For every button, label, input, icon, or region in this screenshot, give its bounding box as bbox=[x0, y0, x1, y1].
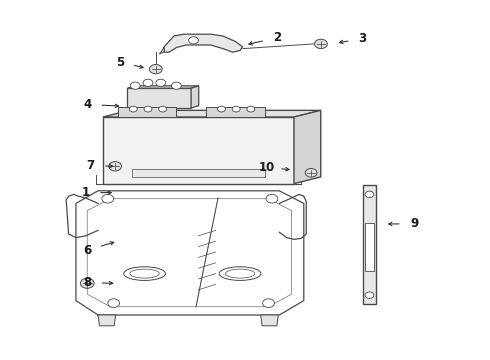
Polygon shape bbox=[164, 34, 243, 52]
Text: 4: 4 bbox=[83, 98, 91, 111]
Polygon shape bbox=[191, 86, 199, 108]
Text: 6: 6 bbox=[83, 244, 91, 257]
Circle shape bbox=[102, 194, 114, 203]
Polygon shape bbox=[363, 185, 376, 304]
Circle shape bbox=[266, 194, 278, 203]
Circle shape bbox=[189, 37, 198, 44]
Polygon shape bbox=[103, 110, 321, 117]
Circle shape bbox=[129, 106, 137, 112]
Polygon shape bbox=[127, 88, 191, 108]
Polygon shape bbox=[103, 117, 294, 184]
Ellipse shape bbox=[225, 269, 255, 278]
Circle shape bbox=[247, 106, 255, 112]
Text: 3: 3 bbox=[359, 32, 367, 45]
Polygon shape bbox=[261, 315, 278, 326]
Text: 8: 8 bbox=[83, 276, 91, 289]
Text: 7: 7 bbox=[87, 159, 95, 172]
Circle shape bbox=[109, 162, 122, 171]
Circle shape bbox=[365, 292, 374, 298]
Circle shape bbox=[218, 106, 225, 112]
Ellipse shape bbox=[123, 267, 165, 280]
Text: 1: 1 bbox=[82, 186, 90, 199]
Text: 9: 9 bbox=[410, 217, 418, 230]
Circle shape bbox=[172, 82, 181, 89]
Ellipse shape bbox=[220, 267, 261, 280]
Circle shape bbox=[263, 299, 274, 307]
Circle shape bbox=[159, 106, 167, 112]
Circle shape bbox=[156, 79, 166, 86]
Circle shape bbox=[305, 168, 317, 177]
Text: 2: 2 bbox=[273, 31, 281, 44]
Circle shape bbox=[80, 278, 94, 288]
Text: 10: 10 bbox=[259, 161, 275, 174]
Polygon shape bbox=[206, 107, 265, 117]
Circle shape bbox=[130, 82, 140, 89]
Circle shape bbox=[149, 64, 162, 74]
Ellipse shape bbox=[130, 269, 159, 278]
Polygon shape bbox=[127, 86, 199, 88]
Polygon shape bbox=[159, 47, 164, 54]
Polygon shape bbox=[118, 107, 176, 117]
Circle shape bbox=[365, 191, 374, 198]
Circle shape bbox=[144, 106, 152, 112]
FancyBboxPatch shape bbox=[365, 224, 374, 271]
FancyBboxPatch shape bbox=[132, 169, 265, 177]
Polygon shape bbox=[294, 110, 321, 184]
Circle shape bbox=[108, 299, 120, 307]
Circle shape bbox=[232, 106, 240, 112]
Text: 5: 5 bbox=[116, 56, 124, 69]
Circle shape bbox=[315, 39, 327, 49]
Polygon shape bbox=[98, 315, 116, 326]
Circle shape bbox=[143, 79, 153, 86]
